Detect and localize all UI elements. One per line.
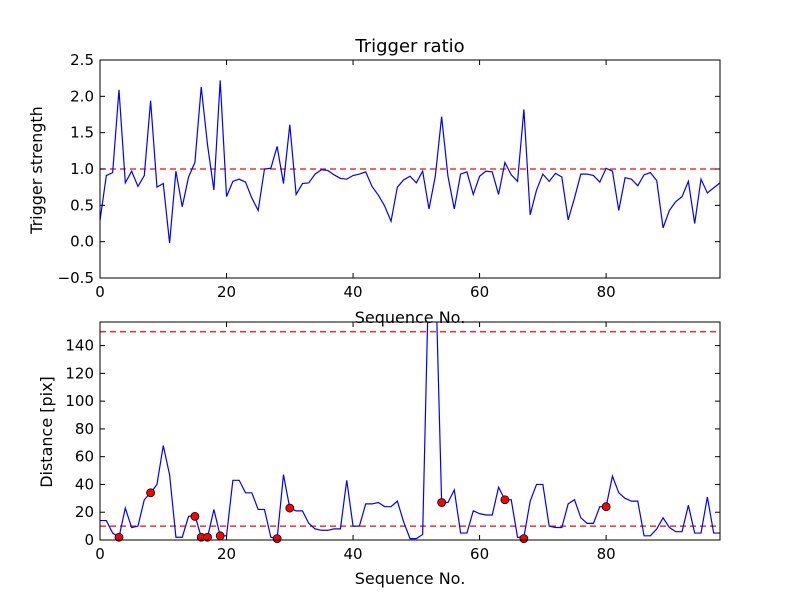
- y-tick-label: 0.5: [70, 196, 94, 214]
- data-point: [285, 503, 295, 513]
- x-axis-ticks: 0 20 40 60 80: [95, 60, 616, 301]
- x-tick-label: 40: [344, 545, 363, 563]
- x-tick-label: 80: [597, 283, 616, 301]
- y-tick-label: 40: [75, 475, 94, 493]
- y-tick-label: 140: [65, 337, 94, 355]
- y-tick-label: 1.0: [70, 160, 94, 178]
- y-tick-label: 20: [75, 503, 94, 521]
- y-axis-label: Distance [pix]: [37, 376, 56, 488]
- data-point: [215, 531, 225, 541]
- data-point: [114, 532, 124, 542]
- x-tick-label: 80: [597, 545, 616, 563]
- x-axis-ticks: 0 20 40 60 80: [95, 322, 616, 563]
- y-tick-label: 0.0: [70, 233, 94, 251]
- plot-content: [100, 80, 720, 244]
- chart-title: Trigger ratio: [354, 36, 464, 57]
- x-tick-label: 40: [344, 283, 363, 301]
- data-point: [500, 495, 510, 505]
- data-point: [272, 534, 282, 544]
- x-tick-label: 0: [95, 283, 105, 301]
- y-tick-label: −0.5: [58, 269, 94, 287]
- y-axis-label: Trigger strength: [27, 106, 46, 235]
- y-tick-label: 120: [65, 364, 94, 382]
- y-tick-label: 100: [65, 392, 94, 410]
- y-axis-ticks: 0 20 40 60 80 100 120 140: [65, 337, 720, 549]
- y-tick-label: 60: [75, 448, 94, 466]
- y-tick-label: 1.5: [70, 124, 94, 142]
- data-point: [437, 498, 447, 507]
- data-point: [146, 488, 156, 498]
- distance-chart: 0 20 40 60 80 0 20 40 60 80 100 120 140 Sequence No…: [37, 321, 721, 588]
- data-point: [601, 502, 611, 512]
- plot-area: [99, 321, 721, 544]
- y-tick-label: 0: [84, 531, 94, 549]
- y-tick-label: 2.5: [70, 51, 94, 69]
- x-tick-label: 20: [217, 545, 236, 563]
- x-tick-label: 60: [470, 545, 489, 563]
- data-point: [203, 532, 212, 542]
- y-tick-label: 2.0: [70, 87, 94, 105]
- data-point: [190, 511, 200, 521]
- trigger-ratio-chart: Trigger ratio 0 20 40 60 80 −0.5 0.0 0.5 1.0 1.5…: [27, 36, 721, 327]
- x-axis-label: Sequence No.: [355, 569, 466, 588]
- x-tick-label: 60: [470, 283, 489, 301]
- series-line: [100, 80, 720, 244]
- y-tick-label: 80: [75, 420, 94, 438]
- axes-frame: [99, 321, 721, 541]
- x-tick-label: 0: [95, 545, 105, 563]
- x-tick-label: 20: [217, 283, 236, 301]
- x-axis-label: Sequence No.: [355, 308, 466, 327]
- y-axis-ticks: −0.5 0.0 0.5 1.0 1.5 2.0 2.5: [58, 51, 720, 287]
- data-point: [519, 534, 529, 544]
